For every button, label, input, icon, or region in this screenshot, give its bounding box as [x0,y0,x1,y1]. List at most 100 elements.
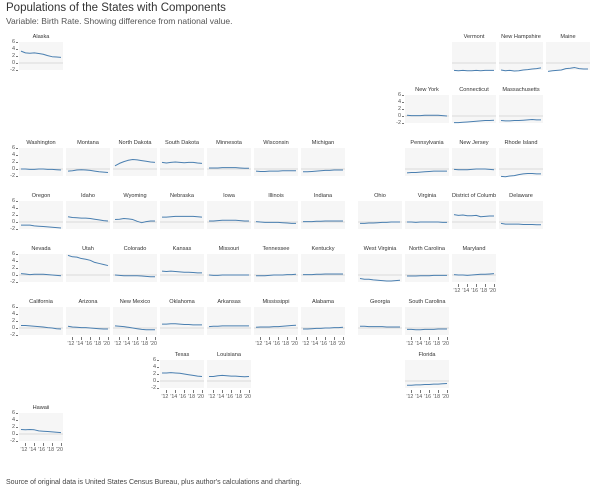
series-plot [66,168,110,173]
y-tick-label: 2 [11,159,15,165]
y-tick-mark [16,222,18,223]
plot-background [254,254,298,282]
panel-utah: Utah [66,244,110,282]
x-tick-mark [184,390,186,393]
panel-title: Nebraska [170,193,194,199]
panel-title: Georgia [370,299,390,305]
y-tick-mark [16,148,18,149]
x-tick-label: '18 [47,447,55,453]
plot-background [301,201,345,229]
panel-title: New York [415,87,439,93]
y-tick-mark [16,42,18,43]
x-tick-mark [175,390,177,393]
x-tick-mark [81,337,83,340]
plot-background [19,148,63,176]
series-line-pennsylvania [406,170,447,174]
series-plot [113,159,157,170]
x-tick-label: '12 [208,394,216,400]
x-tick-label: '14 [415,341,423,347]
y-tick-mark [16,169,18,170]
x-tick-label: '18 [141,341,149,347]
x-axis: '12'14'16'18'20 [301,337,345,351]
y-tick-mark [402,95,404,96]
panel-hawaii: Hawaii [19,403,63,441]
plot-background [358,201,402,229]
panel-title: Kentucky [311,246,335,252]
x-tick-mark [202,390,203,393]
plot-background [405,307,449,335]
y-tick-mark [16,56,18,57]
panel-illinois: Illinois [254,191,298,229]
plot-background [301,254,345,282]
x-tick-label: '20 [56,447,63,453]
x-tick-label: '20 [338,341,345,347]
x-axis: '12'14'16'18'20 [160,390,204,404]
y-tick-label: 6 [11,145,15,151]
y-tick-mark [16,229,18,230]
source-caption: Source of original data is United States… [6,479,302,486]
x-tick-mark [334,337,336,340]
x-tick-label: '12 [406,341,414,347]
panel-title: Wisconsin [263,140,289,146]
y-tick-label: 4 [152,364,156,370]
panel-title: Kansas [172,246,192,252]
x-tick-mark [438,390,440,393]
panel-title: Hawaii [32,405,50,411]
x-tick-mark [494,284,495,287]
panel-title: California [29,299,53,305]
panel-title: Alaska [32,34,50,40]
panel-wyoming: Wyoming [113,191,157,229]
plot-background [452,42,496,70]
y-tick-label: 2 [11,212,15,218]
series-line-florida [407,382,448,386]
plot-background [452,254,496,282]
x-tick-mark [307,337,309,340]
panel-mississippi: Mississippi [254,297,298,335]
y-tick-mark [16,268,18,269]
x-tick-label: '14 [311,341,319,347]
series-plot [113,325,157,331]
y-tick-label: -2 [10,438,15,444]
panel-title: West Virginia [363,246,397,252]
plot-background [207,201,251,229]
y-tick-label: -2 [10,279,15,285]
plot-background [499,95,543,123]
x-tick-label: '14 [76,341,84,347]
series-plot [160,215,204,223]
x-tick-label: '12 [406,394,414,400]
y-tick-label: 0 [397,113,401,119]
x-tick-label: '14 [264,341,272,347]
panel-indiana: Indiana [301,191,345,229]
panel-maine: Maine [546,32,590,72]
y-tick-mark [16,413,18,414]
panel-title: South Dakota [165,140,199,146]
series-line-colorado [114,274,155,278]
plot-background [405,360,449,388]
panel-title: Virginia [417,193,437,199]
panel-title: Idaho [81,193,95,199]
series-plot [254,324,298,329]
y-tick-label: 4 [11,205,15,211]
x-tick-mark [99,337,101,340]
series-line-montana [67,169,109,173]
x-tick-mark [43,443,45,446]
x-tick-label: '12 [114,341,122,347]
y-tick-label: 0 [11,272,15,278]
y-tick-mark [157,388,159,389]
series-plot [66,254,110,276]
y-tick-label: 4 [11,417,15,423]
y-tick-mark [16,176,18,177]
panel-vermont: Vermont [452,32,496,72]
panel-title: Florida [418,352,436,358]
x-axis: '12'14'16'18'20 [254,337,298,351]
panel-new-mexico: New Mexico [113,297,157,335]
y-tick-mark [402,109,404,110]
y-tick-mark [16,215,18,216]
series-plot [358,325,402,329]
y-tick-label: 6 [11,39,15,45]
series-plot [452,115,496,124]
panel-kansas: Kansas [160,244,204,282]
plot-background [19,254,63,282]
x-tick-label: '14 [29,447,37,453]
panel-title: New Hampshire [501,34,541,40]
